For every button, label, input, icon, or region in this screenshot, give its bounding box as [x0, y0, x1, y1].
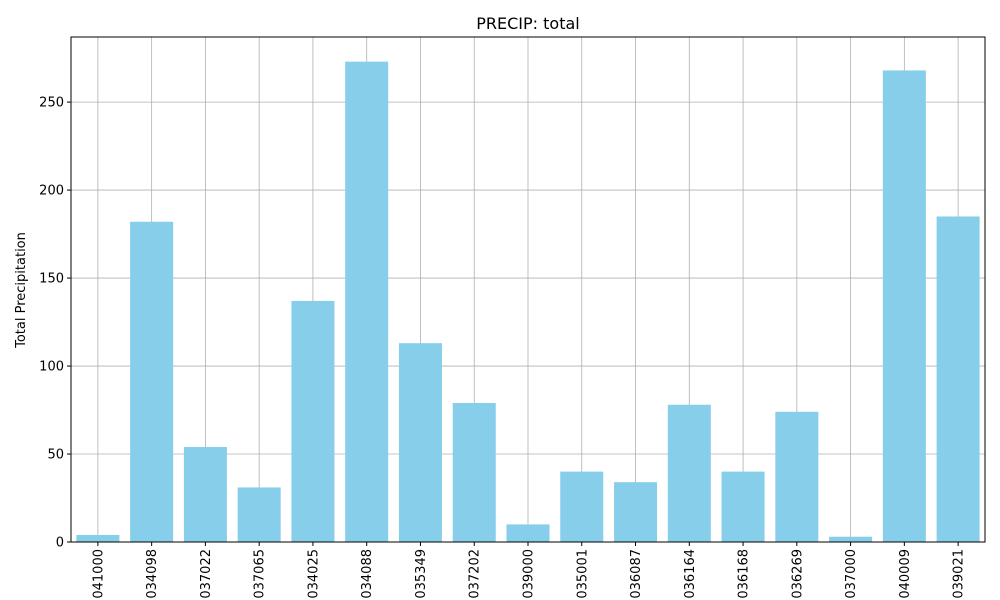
y-tick-label: 150 [39, 272, 64, 287]
y-tick-label: 200 [39, 184, 64, 199]
y-tick-label: 250 [39, 96, 64, 111]
bar [130, 221, 174, 542]
y-axis-label: Total Precipitation [14, 232, 29, 349]
x-tick-label: 035349 [414, 549, 429, 599]
bar [398, 343, 442, 542]
y-axis-ticks: 0 50 100 150 200 250 [39, 96, 71, 551]
x-tick-label: 036269 [790, 549, 805, 599]
bar [882, 70, 926, 542]
x-tick-label: 036168 [737, 549, 752, 599]
bar [291, 300, 335, 542]
bar [614, 482, 658, 542]
chart-title: PRECIP: total [476, 14, 579, 33]
x-tick-label: 035001 [575, 549, 590, 599]
bar [667, 404, 711, 542]
bar [506, 524, 550, 542]
x-axis-ticks: 041000 034098 037022 037065 034025 034088 0353… [91, 542, 967, 599]
bar [721, 471, 765, 542]
x-tick-label: 037000 [844, 549, 859, 599]
bars [76, 61, 980, 542]
x-tick-label: 039000 [522, 549, 537, 599]
x-tick-label: 037022 [199, 549, 214, 599]
bar [237, 487, 281, 542]
x-tick-label: 036087 [629, 549, 644, 599]
x-tick-label: 034098 [145, 549, 160, 599]
x-tick-label: 036164 [683, 549, 698, 599]
bar [936, 216, 980, 542]
y-tick-label: 50 [47, 448, 64, 463]
bar [775, 411, 819, 542]
x-tick-label: 039021 [952, 549, 967, 599]
x-tick-label: 034025 [306, 549, 321, 599]
bar [452, 402, 496, 542]
y-tick-label: 0 [56, 536, 64, 551]
y-tick-label: 100 [39, 360, 64, 375]
bar [183, 446, 227, 542]
bar [560, 471, 604, 542]
bar [76, 534, 120, 542]
x-tick-label: 037202 [468, 549, 483, 599]
x-tick-label: 040009 [898, 549, 913, 599]
x-tick-label: 034088 [360, 549, 375, 599]
bar [345, 61, 389, 542]
x-tick-label: 041000 [91, 549, 106, 599]
x-tick-label: 037065 [253, 549, 268, 599]
bar [829, 536, 873, 542]
